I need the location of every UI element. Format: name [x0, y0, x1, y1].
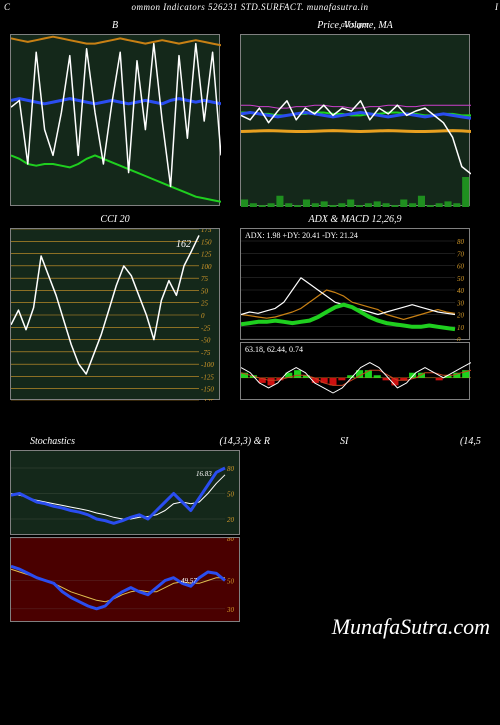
- svg-text:60: 60: [457, 263, 465, 271]
- svg-text:50: 50: [227, 491, 235, 499]
- svg-text:0: 0: [201, 312, 205, 320]
- svg-text:80: 80: [457, 238, 465, 246]
- svg-text:-175: -175: [201, 398, 214, 401]
- adx-title: ADX & MACD 12,26,9: [308, 214, 401, 225]
- svg-text:49.57: 49.57: [181, 577, 197, 585]
- stoch-title-right: (14,3,3) & R: [219, 436, 270, 447]
- cci-title: CCI 20: [100, 214, 129, 225]
- stoch-title-left: Stochastics: [30, 436, 75, 447]
- svg-text:80: 80: [227, 465, 235, 473]
- svg-text:-150: -150: [201, 386, 214, 394]
- rsi-title-left: SI: [340, 436, 348, 447]
- svg-text:50: 50: [227, 578, 235, 586]
- svg-text:162: 162: [176, 239, 191, 250]
- svg-text:-75: -75: [201, 349, 211, 357]
- svg-text:150: 150: [201, 238, 212, 246]
- svg-text:125: 125: [201, 251, 212, 259]
- price-ma-sub: all super: [341, 20, 369, 29]
- rsi-title-right: (14,5: [460, 436, 481, 447]
- cci-panel: -175 -150 -125 -100 -75 -50 -25 0 25 50 75 100 125 15…: [10, 228, 220, 400]
- svg-text:16.83: 16.83: [196, 470, 212, 478]
- svg-text:70: 70: [457, 250, 465, 258]
- svg-text:75: 75: [201, 275, 209, 283]
- macd-values-text: 63.18, 62.44, 0.74: [245, 345, 303, 354]
- svg-text:0: 0: [457, 336, 461, 341]
- svg-text:20: 20: [457, 312, 465, 320]
- svg-text:30: 30: [456, 299, 465, 307]
- svg-text:10: 10: [457, 324, 465, 332]
- svg-text:-125: -125: [201, 373, 214, 381]
- price-ma-panel: [240, 34, 470, 206]
- svg-text:80: 80: [227, 538, 235, 543]
- svg-text:-50: -50: [201, 337, 211, 345]
- svg-text:50: 50: [201, 287, 209, 295]
- watermark: MunafaSutra.com: [332, 614, 490, 640]
- svg-text:175: 175: [201, 229, 212, 234]
- header-left: C: [4, 2, 10, 12]
- svg-text:50: 50: [457, 275, 465, 283]
- stochastics-panel: 20 50 80 16.83: [10, 450, 240, 535]
- bollinger-panel: [10, 34, 220, 206]
- adx-values-text: ADX: 1.98 +DY: 20.41 -DY: 21.24: [245, 231, 358, 240]
- svg-text:-25: -25: [201, 324, 211, 332]
- bollinger-title: B: [112, 20, 118, 31]
- svg-text:-100: -100: [201, 361, 214, 369]
- svg-text:25: 25: [201, 300, 209, 308]
- svg-text:40: 40: [457, 287, 465, 295]
- svg-text:100: 100: [201, 263, 212, 271]
- adx-panel: ADX: 1.98 +DY: 20.41 -DY: 21.24 0 10 20 30 4…: [240, 228, 470, 340]
- svg-text:20: 20: [227, 516, 235, 524]
- svg-text:30: 30: [226, 606, 235, 614]
- header-right: I: [495, 2, 498, 12]
- rsi-panel: 30 50 80 49.57: [10, 537, 240, 622]
- macd-panel: 63.18, 62.44, 0.74: [240, 342, 470, 400]
- page-title: ommon Indicators 526231 STD.SURFACT. mun…: [0, 0, 500, 12]
